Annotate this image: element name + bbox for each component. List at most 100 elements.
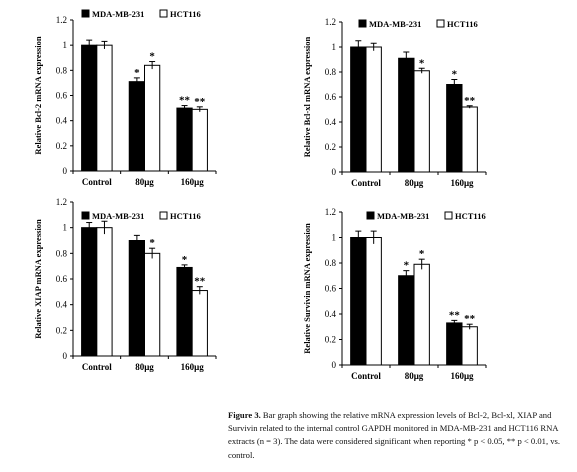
bar-hct116 [96,227,113,357]
significance-mark: ** [179,95,191,107]
bar-hct116 [191,290,208,357]
bar-mda-mb-231 [398,275,415,366]
y-tick-label: 1 [332,42,337,52]
figure-panels: 0 0.2 0.4 0.6 0.8 1 1.2 Relative Bcl-2 mRNA exp… [33,9,487,381]
bar-hct116 [365,46,382,173]
significance-mark: * [452,69,458,81]
y-tick-label: 0 [63,166,68,176]
caption-label: Figure 3. [228,410,261,420]
legend-swatch-mda-mb-231 [81,211,90,220]
y-tick-label: 0 [332,360,337,370]
y-axis-label: Relative Bcl-xl mRNA expression [302,36,312,157]
x-tick-label: 160μg [450,371,474,381]
x-tick-label: Control [351,371,381,381]
bar-mda-mb-231 [81,227,98,357]
x-tick-label: 160μg [181,362,205,372]
y-tick-label: 0.8 [325,67,337,77]
y-axis-label: Relative XIAP mRNA expression [33,219,43,339]
y-tick-label: 1.2 [56,197,67,207]
significance-mark: * [134,67,140,79]
bar-mda-mb-231 [446,84,463,173]
significance-mark: * [419,248,425,260]
y-tick-label: 0.6 [56,274,68,284]
bar-hct116 [191,108,208,172]
legend-swatch-hct116 [436,19,445,28]
x-tick-label: 80μg [405,178,424,188]
x-tick-label: 80μg [135,177,154,187]
bar-mda-mb-231 [350,46,367,173]
x-tick-label: 80μg [135,362,154,372]
significance-mark: * [182,254,188,266]
bar-hct116 [461,106,478,173]
chart-panel-4: 0 0.2 0.4 0.6 0.8 1 1.2 Relative Survivin mRNA … [302,207,487,381]
y-tick-label: 1.2 [325,207,336,217]
legend-swatch-mda-mb-231 [366,211,375,220]
legend-swatch-mda-mb-231 [81,9,90,18]
legend-label-mda-mb-231: MDA-MB-231 [377,211,429,221]
y-tick-label: 0.4 [325,117,337,127]
x-tick-label: Control [82,177,112,187]
y-tick-label: 0.4 [325,309,337,319]
y-tick-label: 0.4 [56,116,68,126]
significance-mark: * [149,51,155,63]
y-tick-label: 1 [332,233,337,243]
bar-mda-mb-231 [176,266,193,357]
y-tick-label: 0.2 [325,142,336,152]
chart-panel-3: 0 0.2 0.4 0.6 0.8 1 1.2 Relative XIAP mRNA expr… [33,197,217,372]
y-tick-label: 0.4 [56,300,68,310]
significance-mark: ** [449,309,461,321]
bar-mda-mb-231 [176,107,193,172]
legend-label-hct116: HCT116 [455,211,486,221]
chart-panel-2: 0 0.2 0.4 0.6 0.8 1 1.2 Relative Bcl-xl mRNA ex… [302,17,487,188]
x-tick-label: Control [351,178,381,188]
legend-label-mda-mb-231: MDA-MB-231 [92,211,144,221]
y-tick-label: 1.2 [56,15,67,25]
legend-label-hct116: HCT116 [170,211,201,221]
significance-mark: ** [194,276,206,288]
legend-swatch-hct116 [159,211,168,220]
y-tick-label: 0 [63,351,68,361]
significance-mark: ** [194,96,206,108]
x-tick-label: 80μg [405,371,424,381]
bar-mda-mb-231 [81,44,98,172]
legend-label-mda-mb-231: MDA-MB-231 [369,19,421,29]
bar-mda-mb-231 [350,237,367,366]
y-tick-label: 0.8 [56,248,68,258]
y-axis-label: Relative Bcl-2 mRNA expression [33,36,43,154]
y-tick-label: 0.6 [56,91,68,101]
x-tick-label: Control [82,362,112,372]
legend-label-hct116: HCT116 [170,9,201,19]
significance-mark: ** [464,95,476,107]
x-tick-label: 160μg [181,177,205,187]
y-tick-label: 0.2 [56,325,67,335]
bar-hct116 [461,326,478,366]
bar-hct116 [96,44,113,172]
legend-swatch-mda-mb-231 [358,19,367,28]
y-tick-label: 0.2 [56,141,67,151]
y-tick-label: 0 [332,167,337,177]
bar-hct116 [144,64,161,172]
figure-caption: Figure 3. Bar graph showing the relative… [228,409,573,462]
legend-swatch-hct116 [444,211,453,220]
significance-mark: * [404,260,410,272]
legend-label-mda-mb-231: MDA-MB-231 [92,9,144,19]
significance-mark: ** [464,313,476,325]
y-tick-label: 1 [63,40,68,50]
y-tick-label: 0.8 [56,65,68,75]
y-tick-label: 0.8 [325,258,337,268]
bar-mda-mb-231 [128,81,146,172]
y-tick-label: 1.2 [325,17,336,27]
y-axis-label: Relative Survivin mRNA expression [302,223,312,354]
bar-hct116 [413,263,430,366]
bar-mda-mb-231 [446,322,463,366]
y-tick-label: 1 [63,223,68,233]
bar-hct116 [144,252,161,357]
x-tick-label: 160μg [450,178,474,188]
bar-hct116 [413,70,430,173]
legend-swatch-hct116 [159,9,168,18]
bar-hct116 [365,237,382,366]
significance-mark: * [419,57,425,69]
significance-mark: * [149,237,155,249]
y-tick-label: 0.6 [325,284,337,294]
bar-mda-mb-231 [398,57,415,173]
